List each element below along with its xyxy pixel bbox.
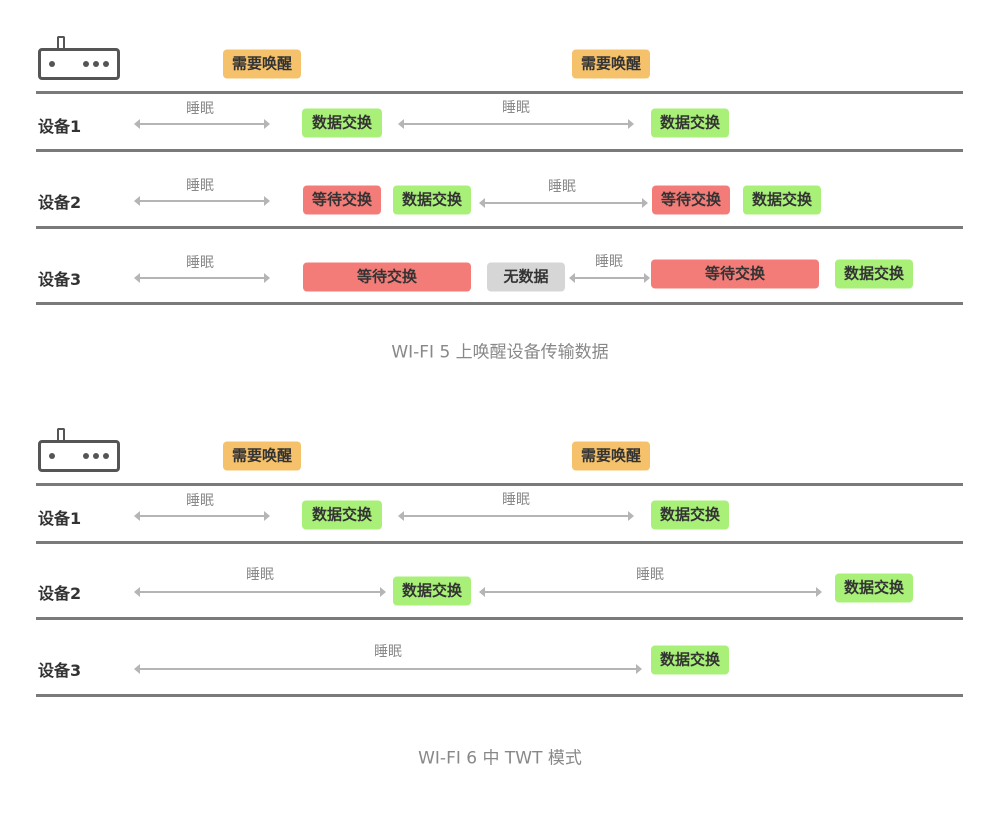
router-icon	[38, 36, 120, 80]
wake-tag: 需要唤醒	[572, 49, 650, 79]
device-label: 设备2	[38, 584, 82, 603]
wait-tag: 等待交换	[303, 262, 471, 292]
data-exchange-tag: 数据交换	[835, 573, 913, 603]
sleep-arrow	[398, 511, 634, 521]
divider	[36, 483, 963, 486]
data-exchange-tag: 数据交换	[835, 259, 913, 289]
data-exchange-tag: 数据交换	[651, 645, 729, 675]
diagram-caption: WI-FI 6 中 TWT 模式	[418, 748, 582, 769]
sleep-arrow	[134, 511, 270, 521]
sleep-label: 睡眠	[502, 492, 530, 508]
sleep-label: 睡眠	[374, 644, 402, 660]
data-exchange-tag: 数据交换	[651, 108, 729, 138]
wake-tag: 需要唤醒	[223, 441, 301, 471]
sleep-label: 睡眠	[502, 100, 530, 116]
data-exchange-tag: 数据交换	[743, 185, 821, 215]
divider	[36, 617, 963, 620]
device-label: 设备3	[38, 661, 82, 680]
sleep-arrow	[134, 664, 642, 674]
data-exchange-tag: 数据交换	[393, 185, 471, 215]
sleep-label: 睡眠	[246, 567, 274, 583]
sleep-arrow	[479, 587, 822, 597]
sleep-label: 睡眠	[186, 101, 214, 117]
diagram-caption: WI-FI 5 上唤醒设备传输数据	[391, 342, 609, 363]
device-label: 设备1	[38, 509, 82, 528]
wait-tag: 等待交换	[652, 185, 730, 215]
sleep-arrow	[134, 587, 386, 597]
sleep-label: 睡眠	[186, 255, 214, 271]
divider	[36, 91, 963, 94]
divider	[36, 149, 963, 152]
divider	[36, 541, 963, 544]
divider	[36, 302, 963, 305]
wait-tag: 等待交换	[651, 259, 819, 289]
sleep-label: 睡眠	[186, 493, 214, 509]
sleep-arrow	[479, 198, 648, 208]
sleep-arrow	[134, 119, 270, 129]
data-exchange-tag: 数据交换	[393, 576, 471, 606]
sleep-arrow	[134, 196, 270, 206]
sleep-label: 睡眠	[636, 567, 664, 583]
no-data-tag: 无数据	[487, 262, 565, 292]
data-exchange-tag: 数据交换	[651, 500, 729, 530]
wake-tag: 需要唤醒	[223, 49, 301, 79]
sleep-label: 睡眠	[548, 179, 576, 195]
data-exchange-tag: 数据交换	[302, 108, 382, 138]
router-icon	[38, 428, 120, 472]
divider	[36, 694, 963, 697]
sleep-arrow	[398, 119, 634, 129]
divider	[36, 226, 963, 229]
device-label: 设备3	[38, 270, 82, 289]
sleep-arrow	[134, 273, 270, 283]
data-exchange-tag: 数据交换	[302, 500, 382, 530]
wait-tag: 等待交换	[303, 185, 381, 215]
sleep-label: 睡眠	[595, 254, 623, 270]
sleep-arrow	[569, 273, 650, 283]
device-label: 设备1	[38, 117, 82, 136]
sleep-label: 睡眠	[186, 178, 214, 194]
device-label: 设备2	[38, 193, 82, 212]
wake-tag: 需要唤醒	[572, 441, 650, 471]
